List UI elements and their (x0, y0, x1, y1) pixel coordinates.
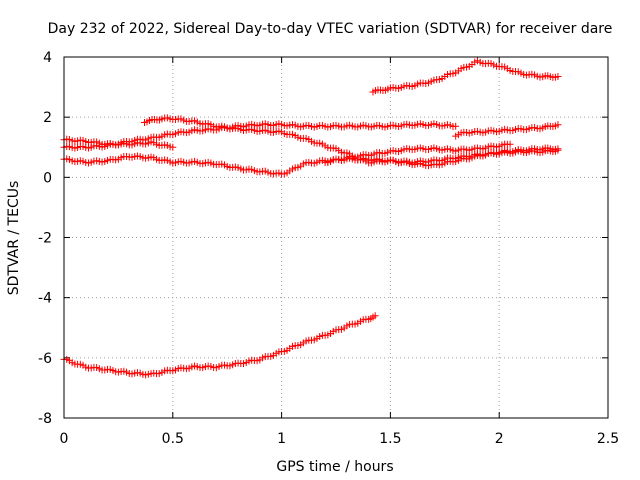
y-tick-label: 4 (43, 50, 52, 66)
grid (64, 57, 608, 418)
axis-ticks: 0 0.5 1 1.5 2 2.5 -8 -6 -4 -2 0 2 4 (38, 50, 619, 447)
data-point (506, 140, 514, 148)
chart-title: Day 232 of 2022, Sidereal Day-to-day VTE… (48, 21, 613, 37)
series-track-6 (321, 140, 514, 167)
x-axis-label: GPS time / hours (276, 459, 393, 475)
data-point (371, 312, 379, 320)
series-track-8 (452, 121, 562, 140)
x-tick-label: 2.5 (597, 431, 619, 447)
y-tick-label: -4 (38, 291, 52, 307)
y-tick-label: -8 (38, 411, 52, 427)
y-tick-label: -2 (38, 231, 52, 247)
y-tick-label: 2 (43, 110, 52, 126)
x-tick-label: 0 (60, 431, 69, 447)
x-tick-label: 0.5 (162, 431, 184, 447)
plot-frame (63, 56, 609, 419)
y-tick-label: -6 (38, 351, 52, 367)
series-track-7 (369, 57, 562, 96)
series-track-4 (60, 135, 177, 151)
series-track-1 (60, 312, 379, 379)
data-point (554, 145, 562, 153)
y-axis-label: SDTVAR / TECUs (6, 181, 22, 296)
y-tick-label: 0 (43, 170, 52, 186)
data-point (169, 143, 177, 151)
x-tick-label: 2 (495, 431, 504, 447)
data-point (452, 122, 460, 130)
x-tick-label: 1.5 (379, 431, 401, 447)
x-tick-label: 1 (277, 431, 286, 447)
data-point (554, 121, 562, 129)
series-track-5 (141, 114, 562, 170)
data-point (554, 73, 562, 81)
data-points (60, 57, 562, 379)
